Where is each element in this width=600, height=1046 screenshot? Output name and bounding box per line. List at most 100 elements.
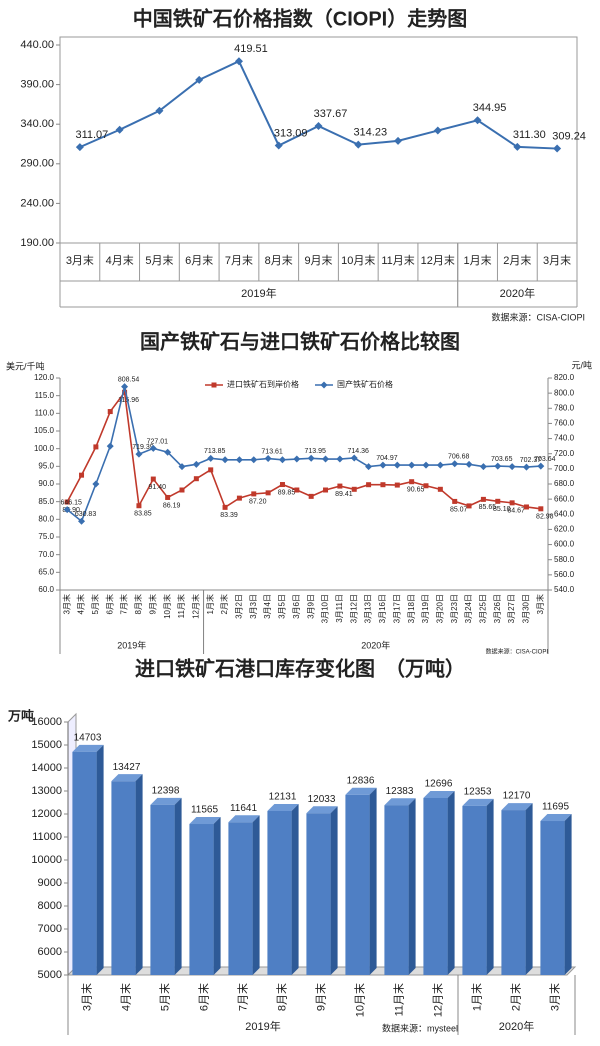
x-tick-label: 3月19日 bbox=[421, 594, 430, 623]
year-label: 2020年 bbox=[499, 1019, 534, 1033]
bar bbox=[501, 810, 526, 975]
data-label: 12836 bbox=[347, 775, 375, 786]
point bbox=[115, 125, 124, 134]
y-tick-label: 120.0 bbox=[34, 373, 55, 382]
y-tick-label: 340.00 bbox=[20, 118, 54, 130]
bar-top bbox=[462, 798, 494, 806]
point bbox=[537, 462, 545, 470]
y-tick-label: 80.0 bbox=[38, 514, 54, 523]
y-tick-label: 7000 bbox=[38, 923, 62, 935]
data-label: 703.65 bbox=[491, 456, 513, 463]
point bbox=[150, 476, 156, 482]
point bbox=[336, 455, 344, 463]
data-label: 714.36 bbox=[348, 448, 370, 455]
y2-tick-label: 720.0 bbox=[554, 449, 575, 458]
x-tick-label: 3月16日 bbox=[378, 594, 387, 623]
bar-side bbox=[330, 806, 338, 975]
x-tick-label: 10月末 bbox=[162, 594, 172, 619]
point bbox=[179, 487, 185, 493]
point bbox=[365, 463, 373, 471]
year-label: 2019年 bbox=[117, 639, 146, 650]
year-label: 2019年 bbox=[245, 1019, 280, 1033]
data-label: 12383 bbox=[386, 786, 414, 797]
x-tick-label: 7月末 bbox=[225, 253, 253, 267]
data-label: 14703 bbox=[74, 732, 102, 743]
x-tick-label: 3月17日 bbox=[392, 594, 401, 623]
year-label: 2019年 bbox=[241, 286, 276, 300]
bar bbox=[423, 797, 448, 975]
point bbox=[164, 448, 172, 456]
x-tick-label: 3月末 bbox=[61, 594, 71, 614]
data-label: 13427 bbox=[113, 762, 141, 773]
point bbox=[193, 476, 199, 482]
chart-title: 中国铁矿石价格指数（CIOPI）走势图 bbox=[133, 6, 467, 30]
y-tick-label: 85.0 bbox=[38, 497, 54, 506]
point bbox=[553, 144, 562, 153]
x-tick-label: 3月末 bbox=[66, 253, 94, 267]
x-tick-label: 6月末 bbox=[196, 983, 210, 1011]
bar bbox=[111, 781, 136, 975]
x-tick-label: 3月4日 bbox=[263, 594, 272, 619]
x-tick-label: 3月3日 bbox=[249, 594, 258, 619]
data-label: 84.90 bbox=[62, 507, 80, 514]
bar-top bbox=[501, 803, 533, 811]
point bbox=[394, 136, 403, 145]
bar-side bbox=[408, 798, 416, 975]
y-tick-label: 10000 bbox=[31, 854, 62, 866]
y-tick-label: 70.0 bbox=[38, 550, 54, 559]
y-tick-label: 240.00 bbox=[20, 197, 54, 209]
point bbox=[92, 480, 100, 488]
bar-top bbox=[189, 817, 221, 825]
point bbox=[351, 486, 357, 492]
point bbox=[149, 444, 157, 452]
bar bbox=[150, 804, 175, 975]
bar bbox=[345, 794, 370, 975]
data-label: 90.65 bbox=[407, 487, 425, 494]
data-label: 344.95 bbox=[473, 102, 507, 114]
point bbox=[279, 482, 285, 488]
point bbox=[322, 455, 330, 463]
point bbox=[293, 455, 301, 463]
bar-side bbox=[135, 774, 143, 975]
chart-title: 国产铁矿石与进口铁矿石价格比较图 bbox=[140, 329, 460, 353]
data-label: 82.98 bbox=[536, 514, 554, 521]
y-tick-label: 90.0 bbox=[38, 479, 54, 488]
point bbox=[93, 444, 99, 450]
point bbox=[409, 479, 415, 485]
data-label: 12170 bbox=[503, 791, 531, 802]
y2-tick-label: 740.0 bbox=[554, 434, 575, 443]
point bbox=[452, 498, 458, 504]
data-label: 85.07 bbox=[450, 506, 468, 513]
y2-tick-label: 660.0 bbox=[554, 494, 575, 503]
data-label: 83.85 bbox=[134, 511, 152, 518]
x-tick-label: 3月20日 bbox=[435, 594, 444, 623]
bar-side bbox=[525, 803, 533, 975]
x-tick-label: 9月末 bbox=[304, 253, 332, 267]
y2-tick-label: 680.0 bbox=[554, 479, 575, 488]
x-tick-label: 8月末 bbox=[133, 594, 143, 614]
x-tick-label: 3月11日 bbox=[335, 594, 344, 623]
point bbox=[122, 389, 128, 395]
y-tick-label: 12000 bbox=[31, 808, 62, 820]
y-tick-label: 65.0 bbox=[38, 567, 54, 576]
y-tick-label: 440.00 bbox=[20, 39, 54, 51]
data-label: 309.24 bbox=[552, 130, 586, 142]
x-tick-label: 9月末 bbox=[147, 594, 157, 614]
point bbox=[379, 461, 387, 469]
x-tick-label: 6月末 bbox=[185, 253, 213, 267]
y-tick-label: 95.0 bbox=[38, 461, 54, 470]
x-tick-label: 1月末 bbox=[469, 983, 483, 1011]
data-label: 89.41 bbox=[335, 491, 353, 498]
y2-tick-label: 820.0 bbox=[554, 373, 575, 382]
y2-tick-label: 800.0 bbox=[554, 388, 575, 397]
point bbox=[522, 463, 530, 471]
point bbox=[208, 467, 214, 473]
x-tick-label: 3月2日 bbox=[235, 594, 244, 619]
x-tick-label: 4月末 bbox=[106, 253, 134, 267]
data-label: 337.67 bbox=[314, 108, 348, 120]
bar bbox=[540, 821, 565, 975]
bar-side bbox=[96, 744, 104, 975]
point bbox=[394, 482, 400, 488]
x-tick-label: 3月10日 bbox=[321, 594, 330, 623]
y-tick-label: 390.00 bbox=[20, 79, 54, 91]
